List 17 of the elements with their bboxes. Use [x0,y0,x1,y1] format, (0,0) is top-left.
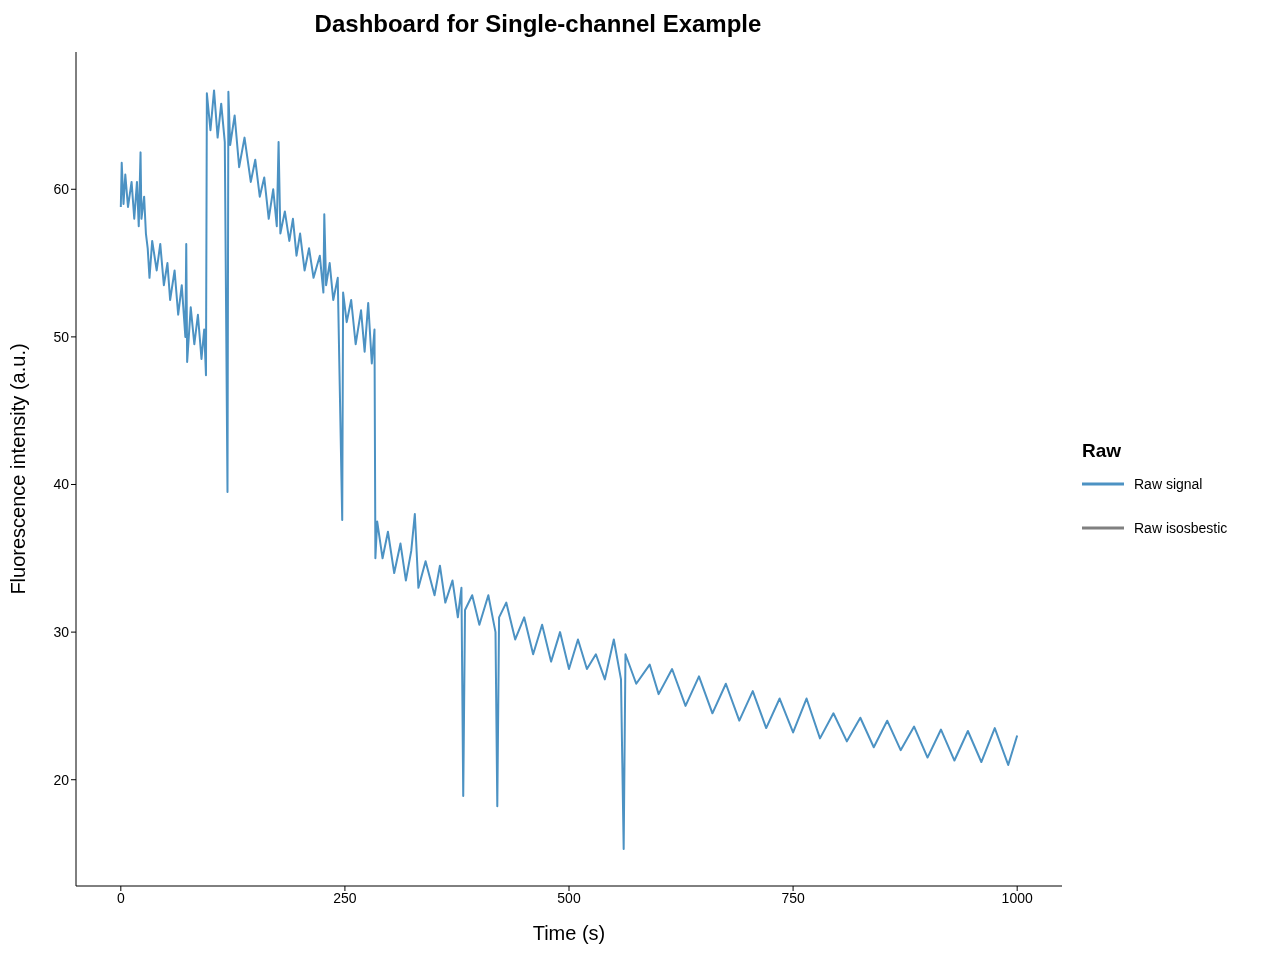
x-tick-label: 750 [781,889,805,906]
x-tick-label: 250 [333,889,357,906]
x-axis-title: Time (s) [532,922,606,944]
x-tick-label: 500 [557,889,581,906]
x-tick-label: 1000 [1001,889,1033,906]
y-axis-title: Fluorescence intensity (a.u.) [7,343,30,595]
chart-title: Dashboard for Single-channel Example [313,9,763,39]
line-series [119,89,1019,851]
y-tick-label: 50 [53,328,70,345]
legend-title: Raw [1082,440,1123,462]
legend-label: Raw isosbestic [1134,520,1228,536]
x-tick-label: 0 [116,889,125,906]
y-tick-label: 30 [53,624,70,641]
y-tick-label: 20 [53,771,70,788]
y-tick-label: 40 [53,476,70,493]
y-tick-label: 60 [53,181,70,198]
legend-label: Raw signal [1134,476,1203,492]
